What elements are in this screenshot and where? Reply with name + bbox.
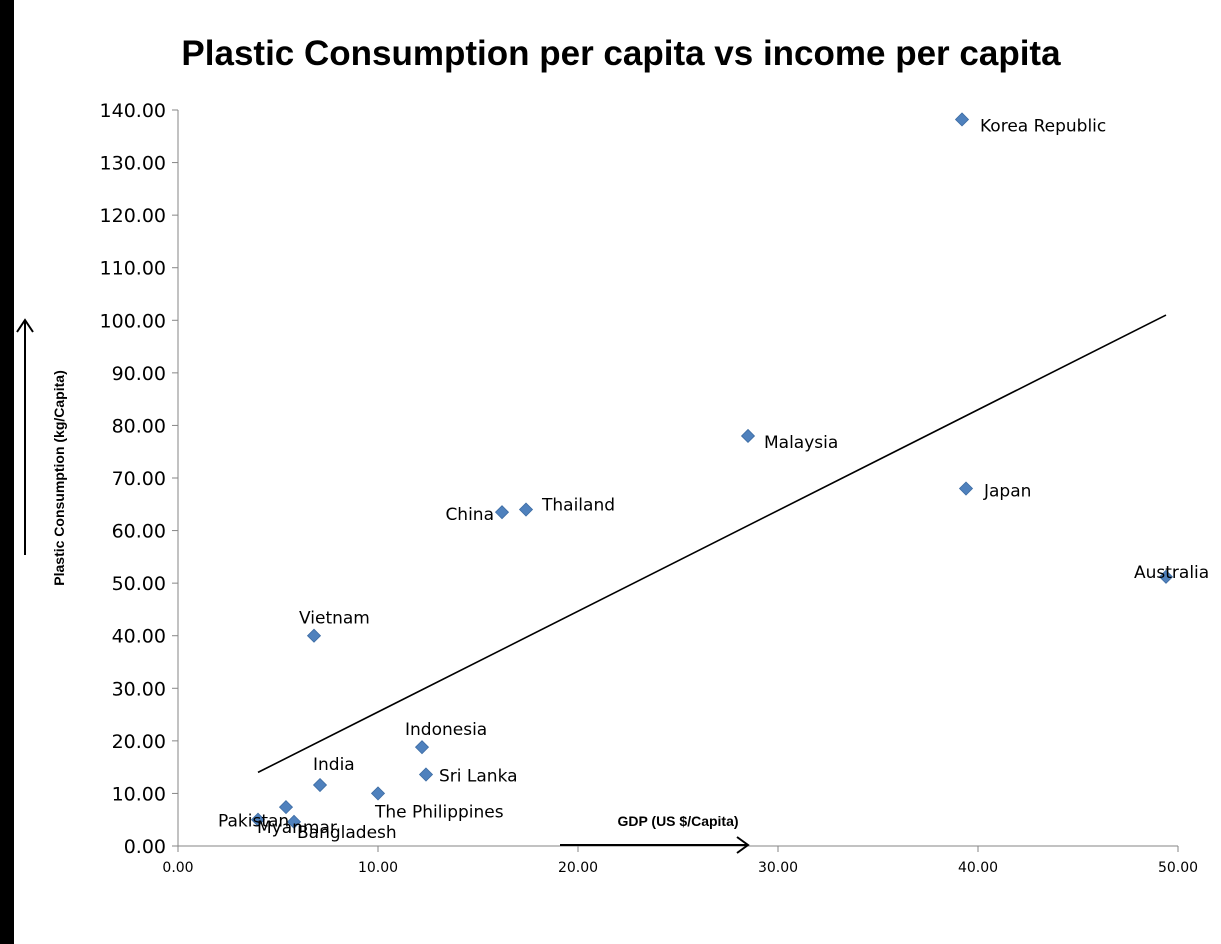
- point-labels: Korea Republic Malaysia Japan China Thailand…: [218, 116, 1209, 842]
- y-tick-label: 140.00: [100, 100, 166, 122]
- data-point-marker: [286, 814, 302, 829]
- y-direction-arrow: [16, 318, 34, 555]
- y-tick-label: 80.00: [112, 415, 166, 437]
- data-point-marker: [414, 740, 430, 755]
- data-point-marker: [306, 628, 322, 643]
- x-tick-label: 0.00: [162, 860, 193, 876]
- data-point-label: Malaysia: [764, 433, 838, 453]
- y-tick-label: 130.00: [100, 153, 166, 175]
- data-point-marker: [1158, 569, 1174, 584]
- data-point-marker: [418, 767, 434, 782]
- data-point-label: Japan: [983, 482, 1031, 502]
- data-point-marker: [740, 428, 756, 444]
- data-point-label: Korea Republic: [980, 116, 1106, 136]
- axes: [172, 109, 1179, 852]
- y-tick-label: 50.00: [112, 573, 166, 595]
- data-point-label: China: [445, 505, 494, 525]
- x-tick-label: 10.00: [358, 860, 398, 876]
- y-tick-label: 90.00: [112, 363, 166, 385]
- data-point-marker: [250, 812, 266, 827]
- y-tick-label: 60.00: [112, 521, 166, 543]
- scatter-chart: Plastic Consumption per capita vs income…: [16, 34, 1209, 876]
- data-point-marker: [494, 505, 510, 520]
- x-tick-label: 20.00: [558, 860, 598, 876]
- y-tick-label: 0.00: [124, 836, 166, 858]
- data-points: [250, 112, 1174, 829]
- data-point-marker: [370, 786, 386, 801]
- chart-panel: Plastic Consumption per capita vs income…: [14, 0, 1221, 944]
- x-tick-label: 30.00: [758, 860, 798, 876]
- data-point-marker: [958, 481, 974, 496]
- chart-title: Plastic Consumption per capita vs income…: [181, 34, 1061, 73]
- y-tick-label: 40.00: [112, 626, 166, 648]
- y-tick-label: 120.00: [100, 205, 166, 227]
- y-tick-labels: 0.00 10.00 20.00 30.00 40.00 50.00 60.00 70.00 8…: [100, 100, 166, 858]
- x-direction-arrow: [560, 836, 750, 854]
- y-tick-label: 70.00: [112, 468, 166, 490]
- x-tick-label: 50.00: [1158, 860, 1198, 876]
- data-point-label: Pakistan: [218, 812, 289, 832]
- trendline: [257, 314, 1167, 774]
- y-axis-title: Plastic Consumption (kg/Capita): [51, 370, 67, 585]
- y-tick-label: 10.00: [112, 783, 166, 805]
- data-point-label: Indonesia: [405, 720, 487, 740]
- y-tick-label: 20.00: [112, 731, 166, 753]
- y-tick-label: 100.00: [100, 310, 166, 332]
- data-point-label: The Philippines: [374, 802, 504, 822]
- data-point-label: Australia: [1134, 563, 1209, 583]
- data-point-marker: [312, 777, 328, 793]
- x-tick-labels: 0.00 10.00 20.00 30.00 40.00 50.00: [162, 860, 1198, 876]
- data-point-label: Sri Lanka: [439, 767, 518, 787]
- y-tick-label: 110.00: [100, 258, 166, 280]
- data-point-label: India: [313, 755, 355, 775]
- data-point-marker: [518, 502, 534, 517]
- data-point-marker: [954, 112, 970, 127]
- data-point-label: Vietnam: [299, 609, 370, 629]
- x-tick-label: 40.00: [958, 860, 998, 876]
- data-point-marker: [278, 800, 294, 815]
- data-point-label: Bangladesh: [297, 823, 397, 843]
- data-point-label: Myanmar: [257, 818, 337, 838]
- x-axis-title: GDP (US $/Capita): [617, 813, 738, 829]
- data-point-label: Thailand: [541, 496, 615, 516]
- y-tick-label: 30.00: [112, 678, 166, 700]
